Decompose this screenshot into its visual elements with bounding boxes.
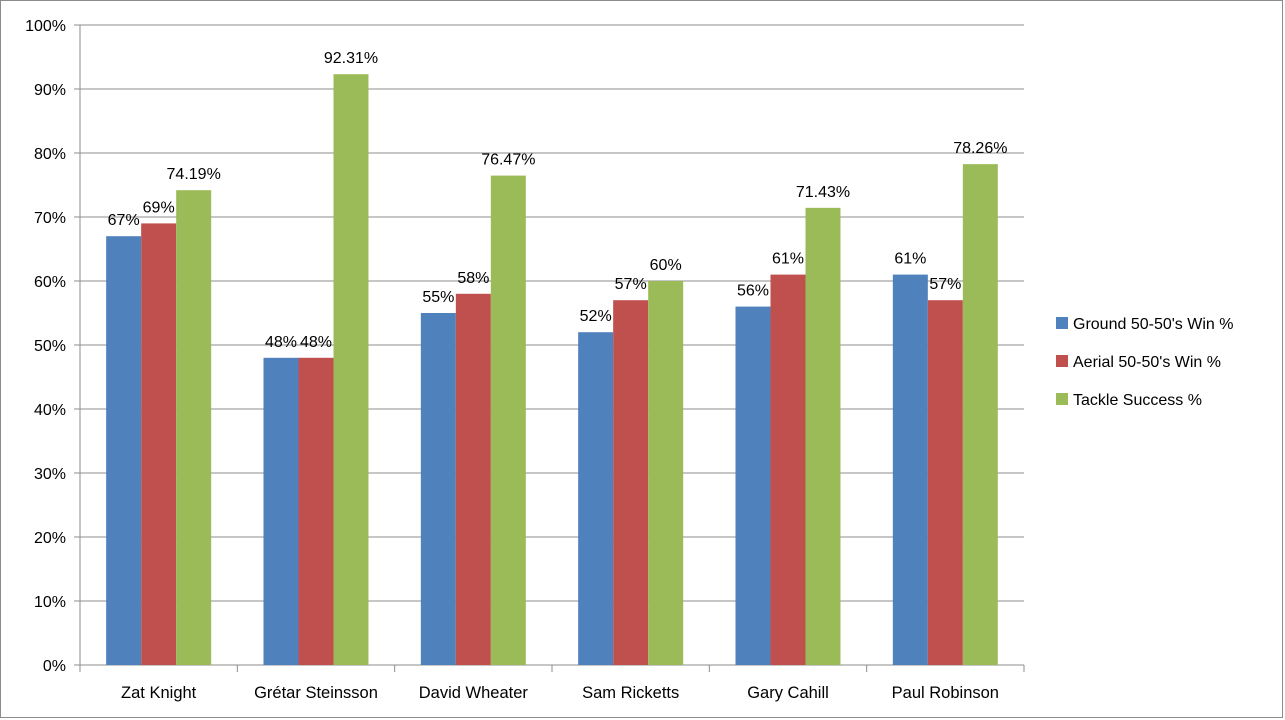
bar	[613, 300, 649, 665]
data-label: 76.47%	[481, 152, 535, 169]
bar	[455, 293, 491, 665]
bar	[333, 74, 369, 665]
legend-swatch	[1056, 355, 1068, 367]
bar	[141, 223, 177, 665]
bar	[420, 313, 456, 665]
bar	[578, 332, 614, 665]
data-label: 61%	[894, 251, 926, 268]
data-label: 60%	[650, 257, 682, 274]
x-category-label: Zat Knight	[121, 684, 197, 702]
bar	[770, 274, 806, 665]
data-label: 48%	[265, 334, 297, 351]
data-label: 48%	[300, 334, 332, 351]
bar	[106, 236, 142, 665]
y-tick-label: 100%	[25, 18, 66, 35]
legend-entry-label: Tackle Success %	[1073, 392, 1202, 409]
y-tick-label: 40%	[34, 402, 66, 419]
y-tick-label: 70%	[34, 210, 66, 227]
data-label: 52%	[580, 308, 612, 325]
gridlines	[80, 24, 1024, 602]
data-label: 57%	[929, 276, 961, 293]
bar	[298, 357, 334, 665]
y-tick-label: 90%	[34, 82, 66, 99]
data-label: 67%	[108, 212, 140, 229]
y-axis-tick-labels: 0% 10% 20% 30% 40% 50% 60% 70% 80% 90% 100%	[25, 18, 66, 675]
bar	[805, 207, 841, 665]
bar	[263, 357, 299, 665]
data-label: 74.19%	[167, 166, 221, 183]
data-label: 69%	[143, 199, 175, 216]
y-tick-label: 80%	[34, 146, 66, 163]
axes	[74, 24, 1025, 672]
legend[interactable]: Ground 50-50's Win % Aerial 50-50's Win %…	[1056, 316, 1233, 409]
legend-entry-label: Ground 50-50's Win %	[1073, 316, 1233, 333]
bar	[927, 300, 963, 665]
bar	[176, 190, 212, 665]
data-label: 58%	[457, 270, 489, 287]
legend-entry-label: Aerial 50-50's Win %	[1073, 354, 1221, 371]
y-tick-label: 10%	[34, 594, 66, 611]
x-category-label: Grétar Steinsson	[254, 684, 378, 702]
data-label: 61%	[772, 251, 804, 268]
y-tick-label: 20%	[34, 530, 66, 547]
x-category-label: Paul Robinson	[892, 684, 999, 702]
y-tick-label: 0%	[43, 658, 66, 675]
x-category-label: David Wheater	[419, 684, 529, 702]
x-axis-category-labels: Zat Knight Grétar Steinsson David Wheater S…	[121, 684, 999, 702]
data-label: 71.43%	[796, 184, 850, 201]
data-label: 92.31%	[324, 50, 378, 67]
y-tick-label: 30%	[34, 466, 66, 483]
bar	[892, 274, 928, 665]
data-label: 56%	[737, 283, 769, 300]
x-category-label: Gary Cahill	[747, 684, 829, 702]
legend-swatch	[1056, 317, 1068, 329]
bar	[962, 164, 998, 666]
bar	[648, 281, 684, 665]
data-label: 78.26%	[953, 140, 1007, 157]
bar	[735, 306, 771, 665]
data-label: 55%	[422, 289, 454, 306]
x-category-label: Sam Ricketts	[582, 684, 679, 702]
y-tick-label: 50%	[34, 338, 66, 355]
y-tick-label: 60%	[34, 274, 66, 291]
legend-swatch	[1056, 393, 1068, 405]
data-label: 57%	[615, 276, 647, 293]
bar	[490, 175, 526, 666]
bars	[106, 74, 998, 666]
data-labels: 67%69%74.19%48% 48%92.31%55%58%76.47%52%5…	[108, 50, 1008, 351]
